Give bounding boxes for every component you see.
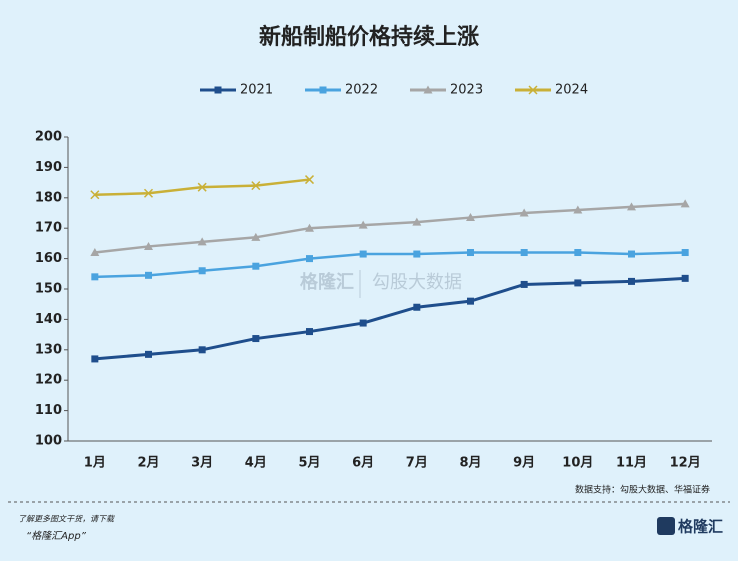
marker bbox=[304, 175, 315, 185]
legend-label: 2022 bbox=[345, 83, 378, 98]
logo: 格隆汇 bbox=[678, 518, 723, 536]
series-line bbox=[94, 251, 686, 279]
marker bbox=[627, 202, 636, 211]
marker bbox=[145, 271, 152, 279]
marker bbox=[520, 249, 528, 257]
marker bbox=[91, 355, 99, 363]
marker bbox=[413, 250, 421, 258]
legend-marker bbox=[528, 85, 538, 95]
y-tick-label: 150 bbox=[35, 282, 62, 297]
y-tick-label: 120 bbox=[35, 373, 62, 388]
y-tick-label: 130 bbox=[35, 342, 62, 357]
marker bbox=[520, 280, 528, 288]
legend-label: 2023 bbox=[450, 83, 483, 98]
y-tick-label: 110 bbox=[35, 403, 62, 418]
marker bbox=[412, 217, 422, 226]
marker bbox=[197, 182, 207, 192]
marker bbox=[681, 274, 689, 282]
watermark: 格隆汇 bbox=[300, 271, 354, 293]
marker bbox=[628, 250, 635, 258]
marker bbox=[467, 297, 474, 305]
marker bbox=[197, 237, 207, 246]
chart-title: 新船制船价格持续上涨 bbox=[259, 24, 479, 50]
marker bbox=[251, 232, 261, 241]
logo-icon bbox=[657, 517, 675, 535]
marker bbox=[144, 241, 153, 250]
x-tick-label: 2月 bbox=[137, 456, 159, 471]
marker bbox=[359, 250, 367, 258]
watermark: 勾股大数据 bbox=[372, 272, 462, 293]
marker bbox=[90, 190, 100, 200]
x-tick-label: 10月 bbox=[562, 456, 593, 471]
x-tick-label: 11月 bbox=[616, 456, 647, 471]
marker bbox=[306, 255, 313, 263]
marker bbox=[252, 335, 260, 343]
x-tick-label: 1月 bbox=[84, 456, 106, 471]
marker bbox=[358, 220, 368, 229]
y-tick-label: 140 bbox=[35, 312, 62, 327]
marker bbox=[680, 199, 690, 208]
marker bbox=[198, 346, 206, 354]
series-line bbox=[94, 276, 686, 361]
marker bbox=[306, 328, 313, 336]
marker bbox=[466, 213, 475, 222]
x-tick-label: 3月 bbox=[191, 456, 213, 471]
x-tick-label: 9月 bbox=[513, 456, 535, 471]
x-tick-label: 8月 bbox=[459, 456, 481, 471]
marker bbox=[90, 248, 100, 257]
marker bbox=[628, 277, 635, 285]
legend-marker bbox=[214, 86, 222, 94]
x-tick-label: 5月 bbox=[298, 456, 320, 471]
marker bbox=[519, 208, 529, 217]
legend-label: 2021 bbox=[240, 83, 273, 98]
marker bbox=[198, 267, 206, 275]
marker bbox=[574, 249, 582, 257]
legend-marker bbox=[319, 86, 327, 94]
x-tick-label: 12月 bbox=[670, 456, 701, 471]
marker bbox=[681, 249, 689, 257]
y-tick-label: 200 bbox=[35, 130, 62, 145]
y-tick-label: 100 bbox=[35, 434, 62, 449]
footer-app: “格隆汇App” bbox=[26, 530, 87, 542]
marker bbox=[251, 181, 261, 191]
source: 数据支持：勾股大数据、华福证券 bbox=[575, 484, 710, 496]
marker bbox=[91, 273, 99, 281]
marker bbox=[143, 188, 154, 198]
y-tick-label: 190 bbox=[35, 160, 62, 175]
x-tick-label: 4月 bbox=[245, 456, 267, 471]
marker bbox=[359, 319, 367, 327]
legend-marker bbox=[423, 85, 433, 94]
y-tick-label: 170 bbox=[35, 221, 62, 236]
footer-note: 了解更多图文干货，请下载 bbox=[18, 515, 115, 524]
marker bbox=[574, 279, 582, 287]
y-tick-label: 160 bbox=[35, 251, 62, 266]
marker bbox=[413, 303, 421, 311]
legend-label: 2024 bbox=[555, 83, 588, 98]
y-tick-label: 180 bbox=[35, 190, 62, 205]
marker bbox=[305, 223, 314, 232]
x-tick-label: 6月 bbox=[352, 456, 374, 471]
marker bbox=[573, 205, 583, 214]
marker bbox=[467, 249, 474, 257]
x-tick-label: 7月 bbox=[406, 456, 428, 471]
series-line bbox=[94, 202, 686, 254]
marker bbox=[252, 262, 260, 270]
marker bbox=[145, 350, 152, 358]
